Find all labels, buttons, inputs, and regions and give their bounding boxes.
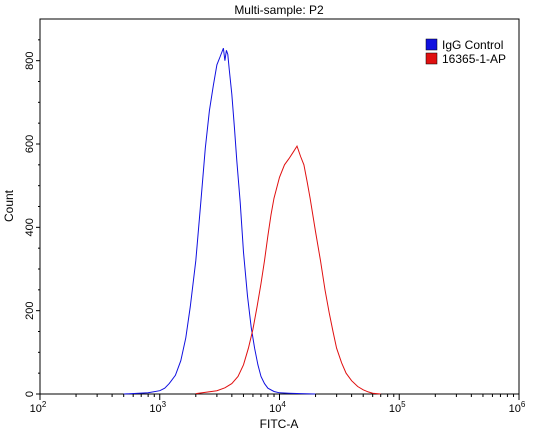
- x-tick-exponent: 2: [42, 400, 47, 409]
- x-tick-exponent: 4: [281, 400, 286, 409]
- series-layer: [123, 48, 381, 395]
- x-tick-exponent: 3: [162, 400, 167, 409]
- x-tick-label: 103: [149, 400, 166, 415]
- chart-title: Multi-sample: P2: [234, 3, 324, 17]
- x-tick-exponent: 5: [401, 400, 406, 409]
- series-line-1: [195, 144, 381, 395]
- y-tick-label: 600: [24, 135, 36, 153]
- y-axis-ticks: 0 200 400 600 800: [24, 39, 40, 397]
- y-axis-label: Count: [2, 189, 16, 222]
- legend-swatch-1: [425, 52, 438, 65]
- x-tick-label: 104: [269, 400, 286, 415]
- x-tick-label: 102: [30, 400, 47, 415]
- series-line-0: [123, 48, 316, 395]
- legend-label-1: 16365-1-AP: [442, 52, 506, 66]
- x-axis-label: FITC-A: [260, 417, 299, 431]
- x-tick-label: 106: [509, 400, 526, 415]
- y-tick-label: 200: [24, 301, 36, 319]
- y-tick-label: 400: [24, 218, 36, 236]
- x-tick-exponent: 6: [521, 400, 526, 409]
- y-tick-label: 800: [24, 51, 36, 69]
- legend-swatch-0: [425, 38, 438, 51]
- y-tick-label: 0: [24, 391, 36, 397]
- x-tick-label: 105: [389, 400, 406, 415]
- plot-area-frame: [39, 18, 520, 395]
- x-axis-ticks: 102 103 104 105 106: [30, 394, 526, 415]
- legend-label-0: IgG Control: [442, 38, 503, 52]
